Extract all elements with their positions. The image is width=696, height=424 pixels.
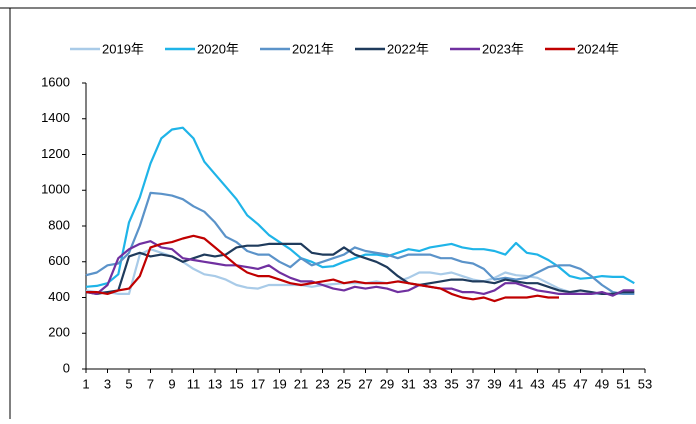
- x-tick-label: 19: [272, 376, 286, 391]
- y-tick-label: 1200: [41, 146, 70, 161]
- y-tick-label: 200: [48, 325, 70, 340]
- x-tick-label: 7: [147, 376, 154, 391]
- x-tick-label: 39: [487, 376, 501, 391]
- x-tick-label: 23: [315, 376, 329, 391]
- x-tick-label: 47: [573, 376, 587, 391]
- series-line: [85, 242, 635, 295]
- x-tick-label: 1: [82, 376, 89, 391]
- x-tick-label: 53: [638, 376, 652, 391]
- x-tick-label: 11: [187, 376, 201, 391]
- legend-label: 2024年: [577, 41, 619, 56]
- x-tick-label: 27: [358, 376, 372, 391]
- series-line: [86, 234, 559, 303]
- series-line: [85, 126, 635, 288]
- legend-label: 2021年: [292, 41, 334, 56]
- y-tick-label: 1400: [41, 110, 70, 125]
- legend-label: 2020年: [197, 41, 239, 56]
- x-tick-label: 15: [229, 376, 243, 391]
- x-tick-label: 31: [401, 376, 415, 391]
- x-tick-label: 51: [616, 376, 630, 391]
- legend-label: 2022年: [387, 41, 429, 56]
- series-line: [85, 191, 635, 295]
- y-tick-label: 0: [63, 360, 70, 375]
- y-tick-label: 400: [48, 289, 70, 304]
- legend-label: 2023年: [482, 41, 524, 56]
- x-tick-label: 41: [509, 376, 523, 391]
- y-tick-label: 600: [48, 253, 70, 268]
- x-tick-label: 29: [380, 376, 394, 391]
- x-tick-label: 35: [444, 376, 458, 391]
- x-tick-label: 37: [466, 376, 480, 391]
- y-tick-label: 800: [48, 217, 70, 232]
- x-tick-label: 17: [251, 376, 265, 391]
- legend-label: 2019年: [102, 41, 144, 56]
- y-tick-label: 1600: [41, 74, 70, 89]
- x-tick-label: 3: [104, 376, 111, 391]
- x-tick-label: 5: [125, 376, 132, 391]
- series-line: [85, 240, 635, 297]
- x-tick-label: 33: [423, 376, 437, 391]
- x-tick-label: 9: [168, 376, 175, 391]
- x-tick-label: 21: [294, 376, 308, 391]
- x-tick-label: 45: [552, 376, 566, 391]
- x-tick-label: 25: [337, 376, 351, 391]
- x-tick-label: 49: [595, 376, 609, 391]
- y-tick-label: 1000: [41, 182, 70, 197]
- x-tick-label: 43: [530, 376, 544, 391]
- x-tick-label: 13: [208, 376, 222, 391]
